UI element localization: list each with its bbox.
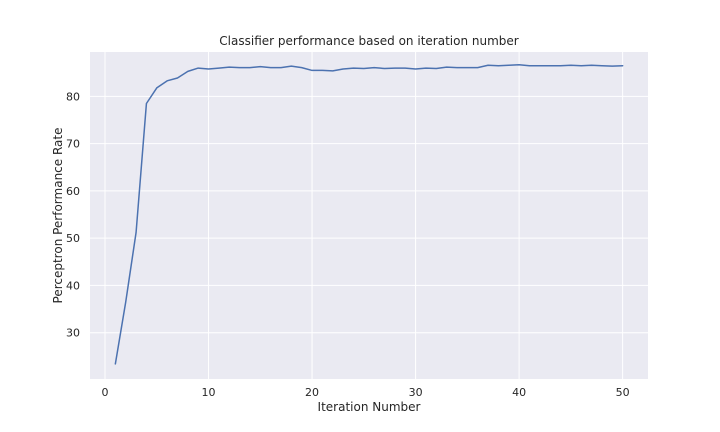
chart-title: Classifier performance based on iteratio… bbox=[219, 34, 518, 48]
series-line bbox=[114, 64, 624, 365]
x-tick-label: 0 bbox=[102, 386, 109, 399]
x-axis-label: Iteration Number bbox=[318, 400, 421, 414]
x-tick-label: 50 bbox=[616, 386, 630, 399]
y-tick-label: 60 bbox=[66, 185, 80, 198]
grid-lines bbox=[90, 52, 648, 379]
plot-area-background bbox=[90, 52, 648, 379]
y-tick-label: 50 bbox=[66, 232, 80, 245]
x-tick-label: 20 bbox=[305, 386, 319, 399]
y-axis-label: Perceptron Performance Rate bbox=[51, 128, 65, 304]
x-tick-label: 40 bbox=[512, 386, 526, 399]
y-tick-label: 30 bbox=[66, 327, 80, 340]
y-tick-label: 70 bbox=[66, 138, 80, 151]
y-tick-label: 80 bbox=[66, 90, 80, 103]
series-layer bbox=[114, 64, 624, 365]
x-tick-label: 10 bbox=[202, 386, 216, 399]
x-tick-label: 30 bbox=[409, 386, 423, 399]
tick-labels: 0 10 20 30 40 50 30 40 50 60 70 80 bbox=[66, 90, 630, 399]
y-tick-label: 40 bbox=[66, 279, 80, 292]
